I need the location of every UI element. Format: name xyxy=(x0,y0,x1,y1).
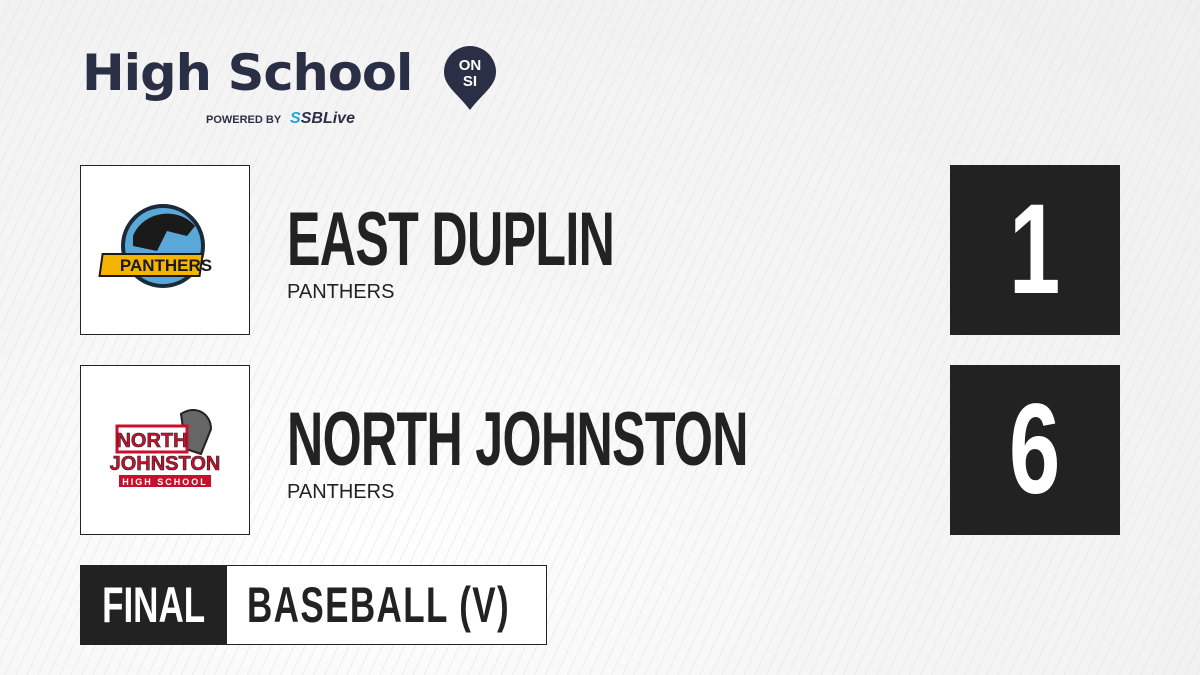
team-score: 6 xyxy=(950,365,1120,535)
team-name: NORTH JOHNSTON xyxy=(287,397,748,482)
svg-text:ON: ON xyxy=(459,57,482,74)
team-mascot: PANTHERS xyxy=(287,481,395,503)
panther-logo-icon: NORTH JOHNSTON HIGH SCHOOL xyxy=(109,409,221,487)
team-logo-east-duplin: PANTHERS xyxy=(80,165,250,335)
svg-text:NORTH: NORTH xyxy=(116,430,187,452)
panther-logo-icon: PANTHERS xyxy=(98,204,212,288)
team-name: EAST DUPLIN xyxy=(287,197,615,282)
sblive-logo: SSBLive xyxy=(290,110,355,127)
team-score: 1 xyxy=(950,165,1120,335)
sport-label: BASEBALL (V) xyxy=(247,577,511,633)
brand-title: High School xyxy=(82,44,413,102)
high-school-on-si-logo: High School ON SI POWERED BY SSBLive xyxy=(82,44,496,127)
on-si-pin-icon: ON SI xyxy=(444,46,496,110)
powered-by-label: POWERED BY xyxy=(206,114,281,126)
powered-by: POWERED BY SSBLive xyxy=(206,110,355,128)
team-logo-north-johnston: NORTH JOHNSTON HIGH SCHOOL xyxy=(80,365,250,535)
game-status-bar: FINAL BASEBALL (V) xyxy=(80,565,547,645)
svg-text:HIGH SCHOOL: HIGH SCHOOL xyxy=(122,477,208,487)
team-mascot: PANTHERS xyxy=(287,281,395,303)
game-status: FINAL xyxy=(81,566,227,644)
svg-text:PANTHERS: PANTHERS xyxy=(120,256,212,275)
svg-text:SI: SI xyxy=(463,73,477,90)
svg-text:JOHNSTON: JOHNSTON xyxy=(110,453,221,475)
